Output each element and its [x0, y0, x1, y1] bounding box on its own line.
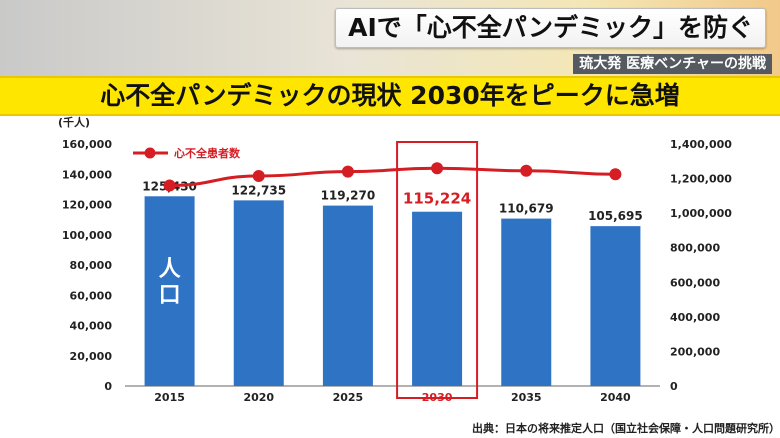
left-tick-label: 160,000: [62, 138, 112, 151]
left-tick-label: 120,000: [62, 199, 112, 212]
legend-label: 心不全患者数: [174, 146, 241, 160]
line-point: [431, 162, 444, 175]
title-banner: 心不全パンデミックの現状 2030年をピークに急増: [0, 76, 780, 116]
bar-value-label: 122,735: [231, 183, 286, 197]
left-tick-label: 60,000: [70, 289, 113, 302]
bar-value-label: 119,270: [321, 189, 376, 203]
source-note: 出典：日本の将来推定人口（国立社会保障・人口問題研究所）: [472, 421, 780, 435]
right-tick-label: 0: [670, 380, 678, 393]
bar: [501, 218, 552, 386]
chart: (千人) 0 20,000 40,000 60,000 80,000 100,000 120…: [58, 116, 780, 435]
x-axis: 2015 2020 2025 2030 2035 2040: [154, 391, 631, 404]
right-tick-label: 1,000,000: [670, 207, 732, 220]
category-label: 2025: [333, 391, 364, 404]
right-tick-label: 600,000: [670, 276, 720, 289]
bar-value-label: 105,695: [588, 209, 643, 223]
line-point: [252, 169, 265, 182]
right-tick-label: 800,000: [670, 242, 720, 255]
bar: [233, 200, 284, 386]
highlight-frame: [396, 141, 479, 399]
right-tick-label: 1,200,000: [670, 173, 732, 186]
left-tick-label: 0: [104, 380, 112, 393]
bar-value-label: 115,224: [403, 190, 471, 208]
line-series: [163, 162, 622, 192]
bar-series: 125,430122,735119,270115,224110,679105,6…: [142, 141, 643, 399]
category-label: 2020: [243, 391, 274, 404]
bar-series-label: 人口: [159, 257, 181, 308]
left-tick-label: 40,000: [70, 320, 113, 333]
bar-label-char: 人: [159, 257, 181, 282]
line-point: [163, 179, 176, 192]
left-axis: 0 20,000 40,000 60,000 80,000 100,000 120,000 1…: [62, 138, 112, 393]
bar-label-char: 口: [159, 283, 181, 308]
line-point: [520, 164, 533, 177]
bar: [412, 211, 463, 386]
left-axis-unit: (千人): [58, 116, 90, 129]
patient-line: [169, 166, 616, 187]
category-label: 2015: [154, 391, 185, 404]
headline: AIで「心不全パンデミック」を防ぐ: [335, 8, 766, 48]
category-label: 2040: [600, 391, 631, 404]
left-tick-label: 80,000: [70, 259, 113, 272]
line-point: [341, 165, 354, 178]
legend: 心不全患者数: [133, 146, 241, 160]
bar-value-label: 110,679: [499, 202, 554, 216]
bar: [144, 196, 195, 386]
category-label: 2030: [422, 391, 453, 404]
bar: [590, 226, 641, 386]
left-tick-label: 100,000: [62, 229, 112, 242]
line-point: [609, 168, 622, 181]
right-tick-label: 400,000: [670, 311, 720, 324]
right-axis: 0 200,000 400,000 600,000 800,000 1,000,000 1,…: [670, 138, 732, 393]
left-tick-label: 140,000: [62, 168, 112, 181]
category-label: 2035: [511, 391, 542, 404]
right-tick-label: 1,400,000: [670, 138, 732, 151]
right-tick-label: 200,000: [670, 345, 720, 358]
left-tick-label: 20,000: [70, 350, 113, 363]
banner-title: 心不全パンデミックの現状 2030年をピークに急増: [100, 81, 680, 110]
bar: [322, 205, 373, 386]
subhead: 琉大発 医療ベンチャーの挑戦: [573, 54, 772, 74]
legend-marker-swatch: [144, 147, 156, 159]
